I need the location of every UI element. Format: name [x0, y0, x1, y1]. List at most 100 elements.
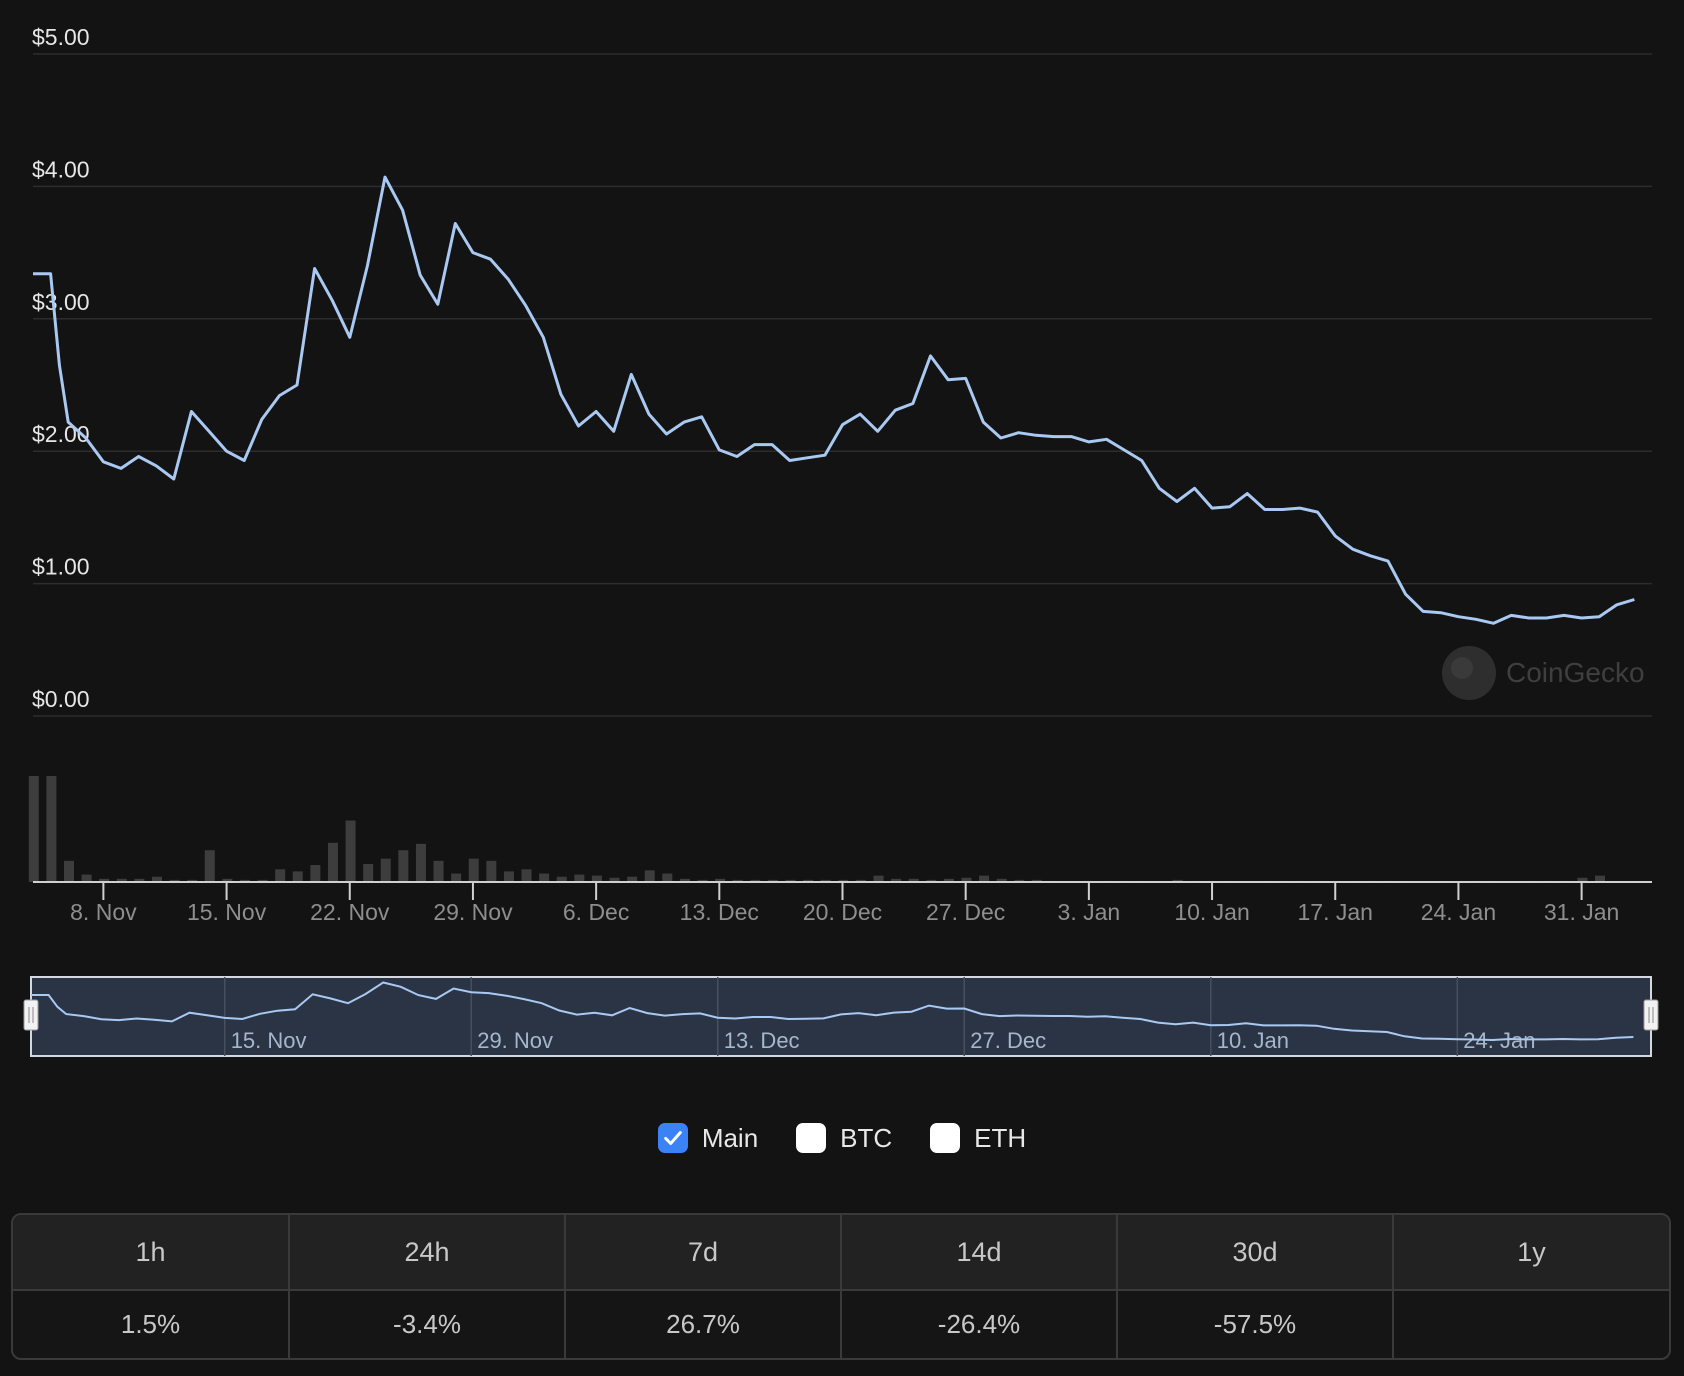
watermark-group: CoinGecko	[1442, 646, 1645, 700]
volume-bar	[363, 863, 374, 882]
x-tick-label: 29. Nov	[433, 899, 513, 925]
y-tick-label: $3.00	[32, 289, 90, 315]
legend-label-eth: ETH	[974, 1122, 1027, 1153]
volume-bar	[433, 860, 444, 882]
volume-bar	[662, 873, 673, 882]
volume-bar	[503, 871, 514, 882]
navigator-left-handle[interactable]	[23, 999, 39, 1031]
header-14d: 14d	[841, 1215, 1118, 1291]
volume-bar	[838, 879, 849, 882]
range-navigator[interactable]: 15. Nov 29. Nov 13. Dec 27. Dec 10. Jan 24. J…	[23, 976, 1659, 1057]
x-tick-label: 10. Jan	[1174, 899, 1249, 925]
volume-bar	[750, 879, 761, 882]
volume-bar	[591, 875, 602, 882]
x-tick-label: 8. Nov	[70, 899, 137, 925]
price-line-group	[33, 175, 1635, 625]
volume-bar	[979, 875, 990, 882]
volume-bar	[46, 776, 57, 882]
volume-bar	[310, 865, 321, 882]
volume-bar	[99, 878, 110, 882]
volume-bar	[732, 879, 743, 882]
volume-bar	[679, 878, 690, 882]
eth-checkbox[interactable]	[930, 1123, 961, 1153]
volume-bar	[134, 878, 145, 882]
legend-item-main[interactable]: Main	[657, 1122, 759, 1154]
volume-bar	[1014, 879, 1025, 882]
y-tick-label: $4.00	[32, 156, 90, 182]
volume-bar	[609, 877, 620, 882]
header-24h: 24h	[289, 1215, 566, 1291]
volume-bars	[28, 776, 1606, 882]
volume-bar	[151, 876, 162, 882]
price-change-table: 1h 24h 7d 14d 30d 1y 1.5% -3.4% 26.7% -2…	[11, 1213, 1671, 1360]
volume-bar	[996, 878, 1007, 882]
x-tick-label: 13. Dec	[680, 899, 759, 925]
volume-bar	[926, 879, 937, 882]
volume-bar	[204, 850, 215, 882]
volume-bar	[398, 850, 409, 882]
volume-bar	[415, 843, 426, 882]
volume-bar	[767, 879, 778, 882]
x-tick-label: 15. Nov	[187, 899, 267, 925]
navigator-tick-label: 29. Nov	[477, 1028, 553, 1053]
volume-bar	[222, 878, 233, 882]
x-tick-label: 3. Jan	[1058, 899, 1121, 925]
x-axis: 8. Nov 15. Nov 22. Nov 29. Nov 6. Dec 13. Dec…	[33, 881, 1652, 925]
volume-bar	[644, 870, 655, 882]
legend-item-eth[interactable]: ETH	[930, 1123, 1026, 1154]
header-1y: 1y	[1393, 1215, 1669, 1291]
volume-bar	[28, 776, 39, 882]
volume-bar	[239, 879, 250, 882]
volume-bar	[943, 878, 954, 882]
coingecko-watermark: CoinGecko	[1506, 657, 1645, 688]
legend-label-btc: BTC	[840, 1122, 893, 1153]
y-tick-label: $5.00	[32, 24, 90, 50]
volume-bar	[908, 878, 919, 882]
legend-label-main: Main	[701, 1122, 759, 1153]
value-1h: 1.5%	[13, 1290, 290, 1358]
volume-bar	[451, 873, 462, 882]
checkmark-icon	[664, 1131, 682, 1145]
navigator-right-handle[interactable]	[1643, 999, 1659, 1031]
value-30d: -57.5%	[1117, 1290, 1394, 1358]
volume-bar	[873, 875, 884, 882]
volume-bar	[1577, 877, 1588, 882]
volume-bar	[961, 877, 972, 882]
x-tick-label: 17. Jan	[1298, 899, 1373, 925]
volume-bar	[1031, 879, 1042, 882]
volume-bar	[187, 879, 198, 882]
volume-bar	[257, 879, 268, 882]
volume-bar	[468, 858, 479, 882]
y-tick-label: $0.00	[32, 686, 90, 712]
value-24h: -3.4%	[289, 1290, 566, 1358]
volume-bar	[116, 878, 127, 882]
value-7d: 26.7%	[565, 1290, 842, 1358]
x-tick-label: 27. Dec	[926, 899, 1005, 925]
legend-item-btc[interactable]: BTC	[796, 1123, 892, 1154]
navigator-tick-label: 10. Jan	[1217, 1028, 1289, 1053]
volume-bar	[81, 874, 92, 882]
price-line	[33, 175, 1635, 625]
x-tick-label: 31. Jan	[1544, 899, 1619, 925]
volume-bar	[803, 879, 814, 882]
x-tick-label: 6. Dec	[563, 899, 629, 925]
btc-checkbox[interactable]	[796, 1123, 827, 1153]
navigator-tick-label: 15. Nov	[231, 1028, 307, 1053]
x-tick-label: 20. Dec	[803, 899, 882, 925]
volume-bar	[292, 871, 303, 882]
volume-bar	[327, 842, 338, 882]
volume-bar	[785, 879, 796, 882]
y-gridlines	[33, 53, 1652, 717]
navigator-tick-label: 27. Dec	[970, 1028, 1046, 1053]
volume-bar	[574, 874, 585, 882]
volume-bar	[1595, 875, 1606, 882]
volume-bar	[715, 878, 726, 882]
navigator-tick-label: 13. Dec	[724, 1028, 800, 1053]
volume-bar	[486, 860, 497, 882]
y-tick-label: $1.00	[32, 554, 90, 580]
volume-bar	[169, 879, 180, 882]
series-legend: Main BTC ETH	[0, 1118, 1684, 1158]
header-7d: 7d	[565, 1215, 842, 1291]
main-checkbox[interactable]	[657, 1123, 688, 1153]
volume-bar	[1172, 879, 1183, 882]
